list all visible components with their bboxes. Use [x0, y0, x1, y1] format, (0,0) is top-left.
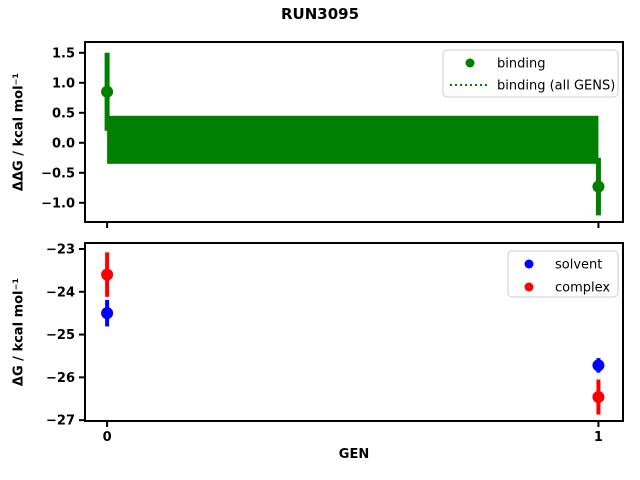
bottom-y-axis-label: ΔG / kcal mol⁻¹: [11, 277, 27, 387]
x-axis-label: GEN: [338, 447, 370, 462]
legend-marker-solvent: [524, 259, 534, 269]
y-tick-label: 1.5: [52, 46, 75, 61]
ddg-subplot-frame: [84, 41, 624, 223]
legend-marker-binding: [465, 58, 475, 68]
marker-binding-gen0: [101, 85, 114, 98]
legend-label-complex: complex: [555, 281, 610, 296]
marker-complex-gen0: [101, 268, 114, 281]
y-tick-label: −25: [46, 328, 75, 343]
figure-title: RUN3095: [280, 5, 360, 23]
legend-label-solvent: solvent: [555, 258, 602, 273]
marker-solvent-gen1: [592, 359, 605, 372]
y-tick-label: 0.5: [52, 106, 75, 121]
legend-label-binding: binding: [497, 57, 545, 72]
marker-solvent-gen0: [101, 307, 114, 320]
y-tick-label: −1.0: [41, 196, 75, 211]
x-tick-label: 1: [594, 430, 603, 445]
y-tick-label: −26: [46, 371, 75, 386]
legend-box: [507, 250, 619, 298]
dg-subplot-frame: [84, 242, 624, 422]
marker-complex-gen1: [592, 391, 605, 404]
x-tick-label: 0: [103, 430, 112, 445]
legend-label-binding-all-GENS-: binding (all GENS): [497, 79, 615, 94]
y-tick-label: −0.5: [41, 166, 75, 181]
y-tick-label: −23: [46, 242, 75, 257]
y-tick-label: −24: [46, 285, 75, 300]
y-tick-label: 0.0: [52, 136, 75, 151]
y-tick-label: 1.0: [52, 76, 75, 91]
top-y-axis-label: ΔΔG / kcal mol⁻¹: [11, 72, 27, 192]
marker-binding-gen1: [592, 180, 605, 193]
legend-marker-complex: [524, 282, 534, 292]
band-binding-all-gens: [107, 115, 599, 164]
y-tick-label: −27: [46, 414, 75, 429]
